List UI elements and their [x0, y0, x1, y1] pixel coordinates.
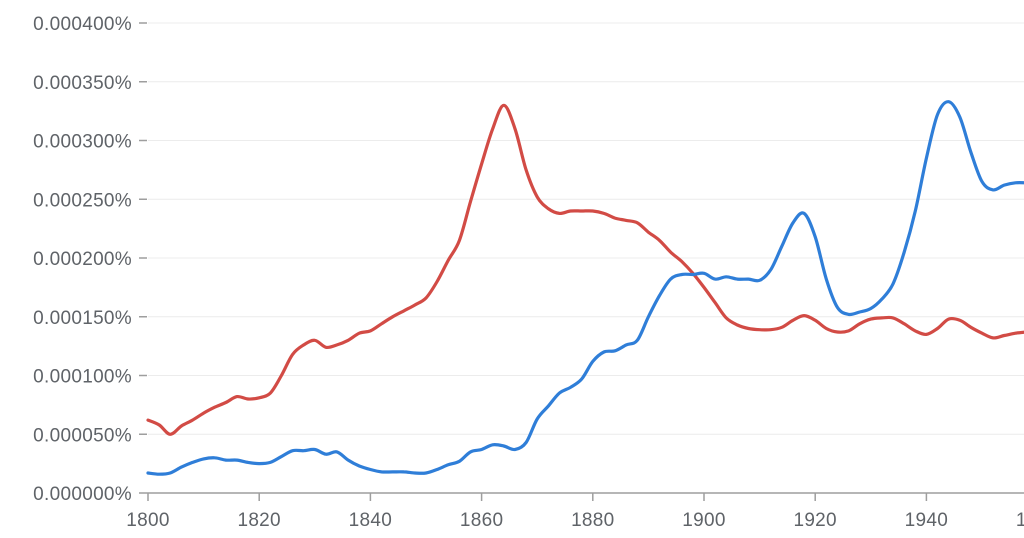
x-tick-label: 1940	[905, 510, 948, 531]
y-tick-label: 0.000050%	[33, 425, 132, 446]
x-tick-label: 1820	[237, 510, 280, 531]
x-tick-label: 1900	[682, 510, 725, 531]
y-tick-label: 0.000250%	[33, 190, 132, 211]
series-line-2	[146, 100, 1024, 476]
x-tick-label: 1920	[793, 510, 836, 531]
axes	[139, 22, 1024, 501]
x-tick-label: 1840	[349, 510, 392, 531]
series-line-1	[146, 103, 1024, 436]
x-tick-label: 1800	[126, 510, 169, 531]
x-tick-label: 1860	[460, 510, 503, 531]
y-tick-label: 0.000400%	[33, 14, 132, 35]
y-tick-label: 0.000350%	[33, 73, 132, 94]
grid-lines	[148, 22, 1024, 435]
y-tick-label: 0.000200%	[33, 249, 132, 270]
tick-labels: 0.000000% 0.000050% 0.000100% 0.000150% 0.00…	[33, 14, 1024, 531]
series-lines	[146, 100, 1024, 476]
x-tick-label: 1880	[571, 510, 614, 531]
x-tick-label: 1960	[1016, 510, 1024, 531]
y-tick-label: 0.000100%	[33, 367, 132, 388]
y-tick-label: 0.000150%	[33, 308, 132, 329]
y-tick-label: 0.000300%	[33, 132, 132, 153]
y-tick-label: 0.000000%	[33, 484, 132, 505]
